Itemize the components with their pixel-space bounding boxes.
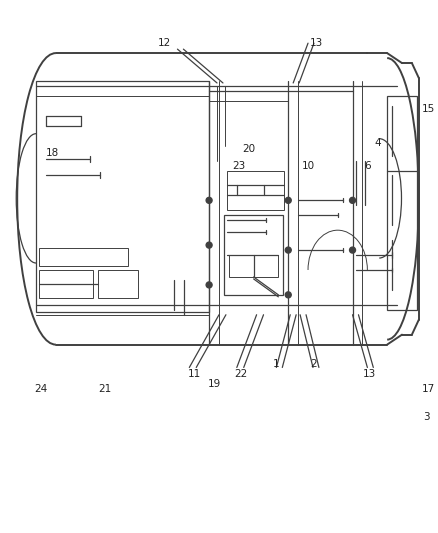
Bar (39, 248, 128, 266)
Circle shape (285, 197, 291, 203)
Text: 11: 11 (187, 369, 201, 379)
Text: 19: 19 (208, 379, 221, 390)
Text: 20: 20 (242, 143, 255, 154)
Text: 4: 4 (374, 138, 381, 148)
Bar (36, 81, 209, 312)
Circle shape (350, 247, 356, 253)
Text: 23: 23 (232, 160, 245, 171)
Text: 12: 12 (158, 38, 171, 48)
Circle shape (285, 292, 291, 298)
Text: 13: 13 (363, 369, 376, 379)
Text: 24: 24 (34, 384, 48, 394)
Text: 17: 17 (422, 384, 435, 394)
Text: 2: 2 (311, 359, 317, 369)
Text: 3: 3 (424, 412, 430, 422)
Circle shape (350, 197, 356, 203)
Circle shape (206, 242, 212, 248)
Circle shape (206, 282, 212, 288)
Text: 22: 22 (234, 369, 247, 379)
Text: 21: 21 (99, 384, 112, 394)
Bar (224, 215, 283, 295)
Bar (387, 96, 417, 310)
Circle shape (206, 197, 212, 203)
Bar (229, 255, 279, 277)
Text: 15: 15 (422, 104, 435, 114)
Text: 6: 6 (364, 160, 371, 171)
Bar (39, 270, 93, 298)
Circle shape (285, 247, 291, 253)
Bar (227, 171, 284, 211)
Text: 1: 1 (273, 359, 280, 369)
Bar (98, 270, 138, 298)
Text: 10: 10 (301, 160, 314, 171)
Text: 13: 13 (309, 38, 322, 48)
Text: 18: 18 (46, 148, 60, 158)
